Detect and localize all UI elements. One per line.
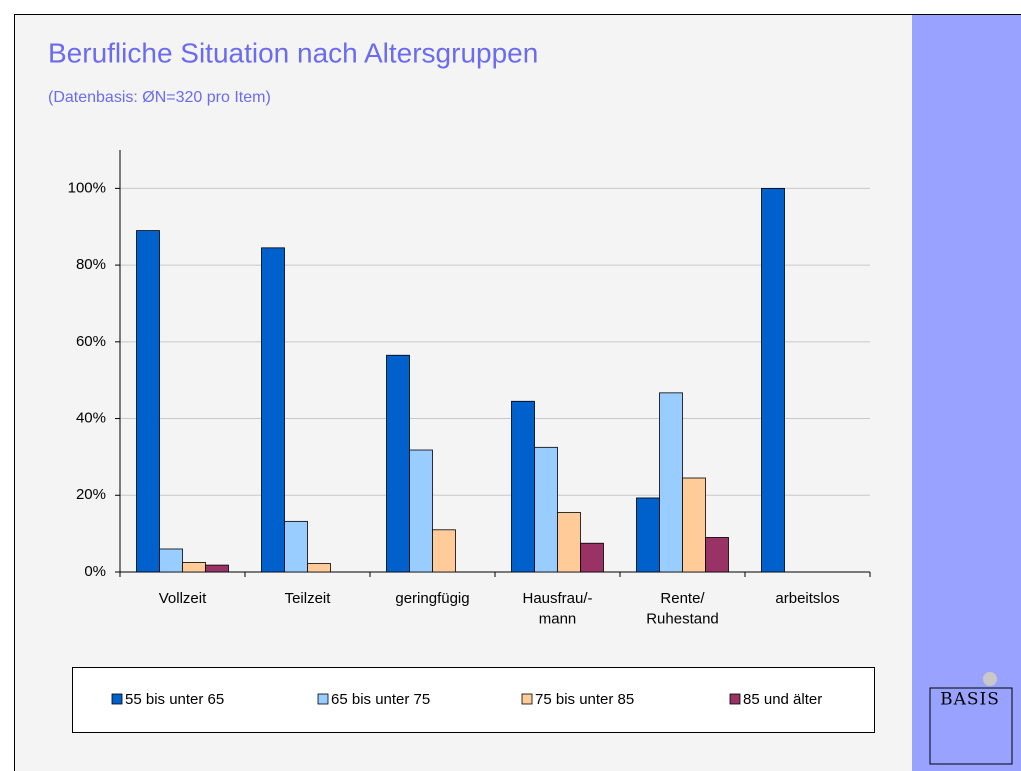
logo-text: BASIS (940, 690, 1000, 710)
bar (682, 477, 706, 573)
bar (159, 548, 183, 573)
x-tick-label: geringfügig (395, 590, 469, 607)
x-tick-label: Hausfrau/-mann (522, 590, 592, 627)
y-tick-label: 60% (76, 333, 106, 350)
logo-frame (929, 687, 1013, 765)
logo-dot (983, 672, 997, 686)
bar (409, 449, 433, 573)
chart-title: Berufliche Situation nach Altersgruppen (48, 37, 538, 68)
side-band (912, 15, 1021, 771)
bar (659, 392, 683, 573)
legend-label: 75 bis unter 85 (535, 691, 634, 708)
legend-label: 65 bis unter 75 (331, 691, 430, 708)
bar (534, 446, 558, 573)
bar (182, 562, 206, 573)
legend-label: 55 bis unter 65 (125, 691, 224, 708)
x-tick-label: arbeitslos (775, 590, 839, 607)
bar (761, 187, 785, 573)
bar (511, 400, 535, 573)
bar (136, 230, 160, 573)
bar (284, 520, 308, 573)
x-tick-label: Rente/Ruhestand (646, 590, 719, 627)
bar (386, 354, 410, 573)
bar (705, 537, 729, 573)
x-tick-label: Vollzeit (159, 590, 207, 607)
bar (432, 529, 456, 573)
bar (580, 542, 604, 573)
bar (636, 497, 660, 573)
bar (261, 247, 285, 573)
bar (557, 512, 581, 573)
x-tick-label: Teilzeit (285, 590, 332, 607)
bar (205, 564, 229, 573)
legend-swatch (729, 693, 741, 705)
legend-swatch (521, 693, 533, 705)
legend-swatch (317, 693, 329, 705)
chart-subtitle: (Datenbasis: ØN=320 pro Item) (48, 89, 271, 106)
y-tick-label: 20% (76, 486, 106, 503)
legend-swatch (111, 693, 123, 705)
y-tick-label: 0% (84, 563, 106, 580)
slide-background (14, 14, 1021, 771)
y-tick-label: 40% (76, 410, 106, 427)
bar (307, 563, 331, 573)
legend-label: 85 und älter (743, 691, 822, 708)
y-tick-label: 100% (68, 179, 106, 196)
y-tick-label: 80% (76, 256, 106, 273)
legend-box (72, 667, 875, 733)
